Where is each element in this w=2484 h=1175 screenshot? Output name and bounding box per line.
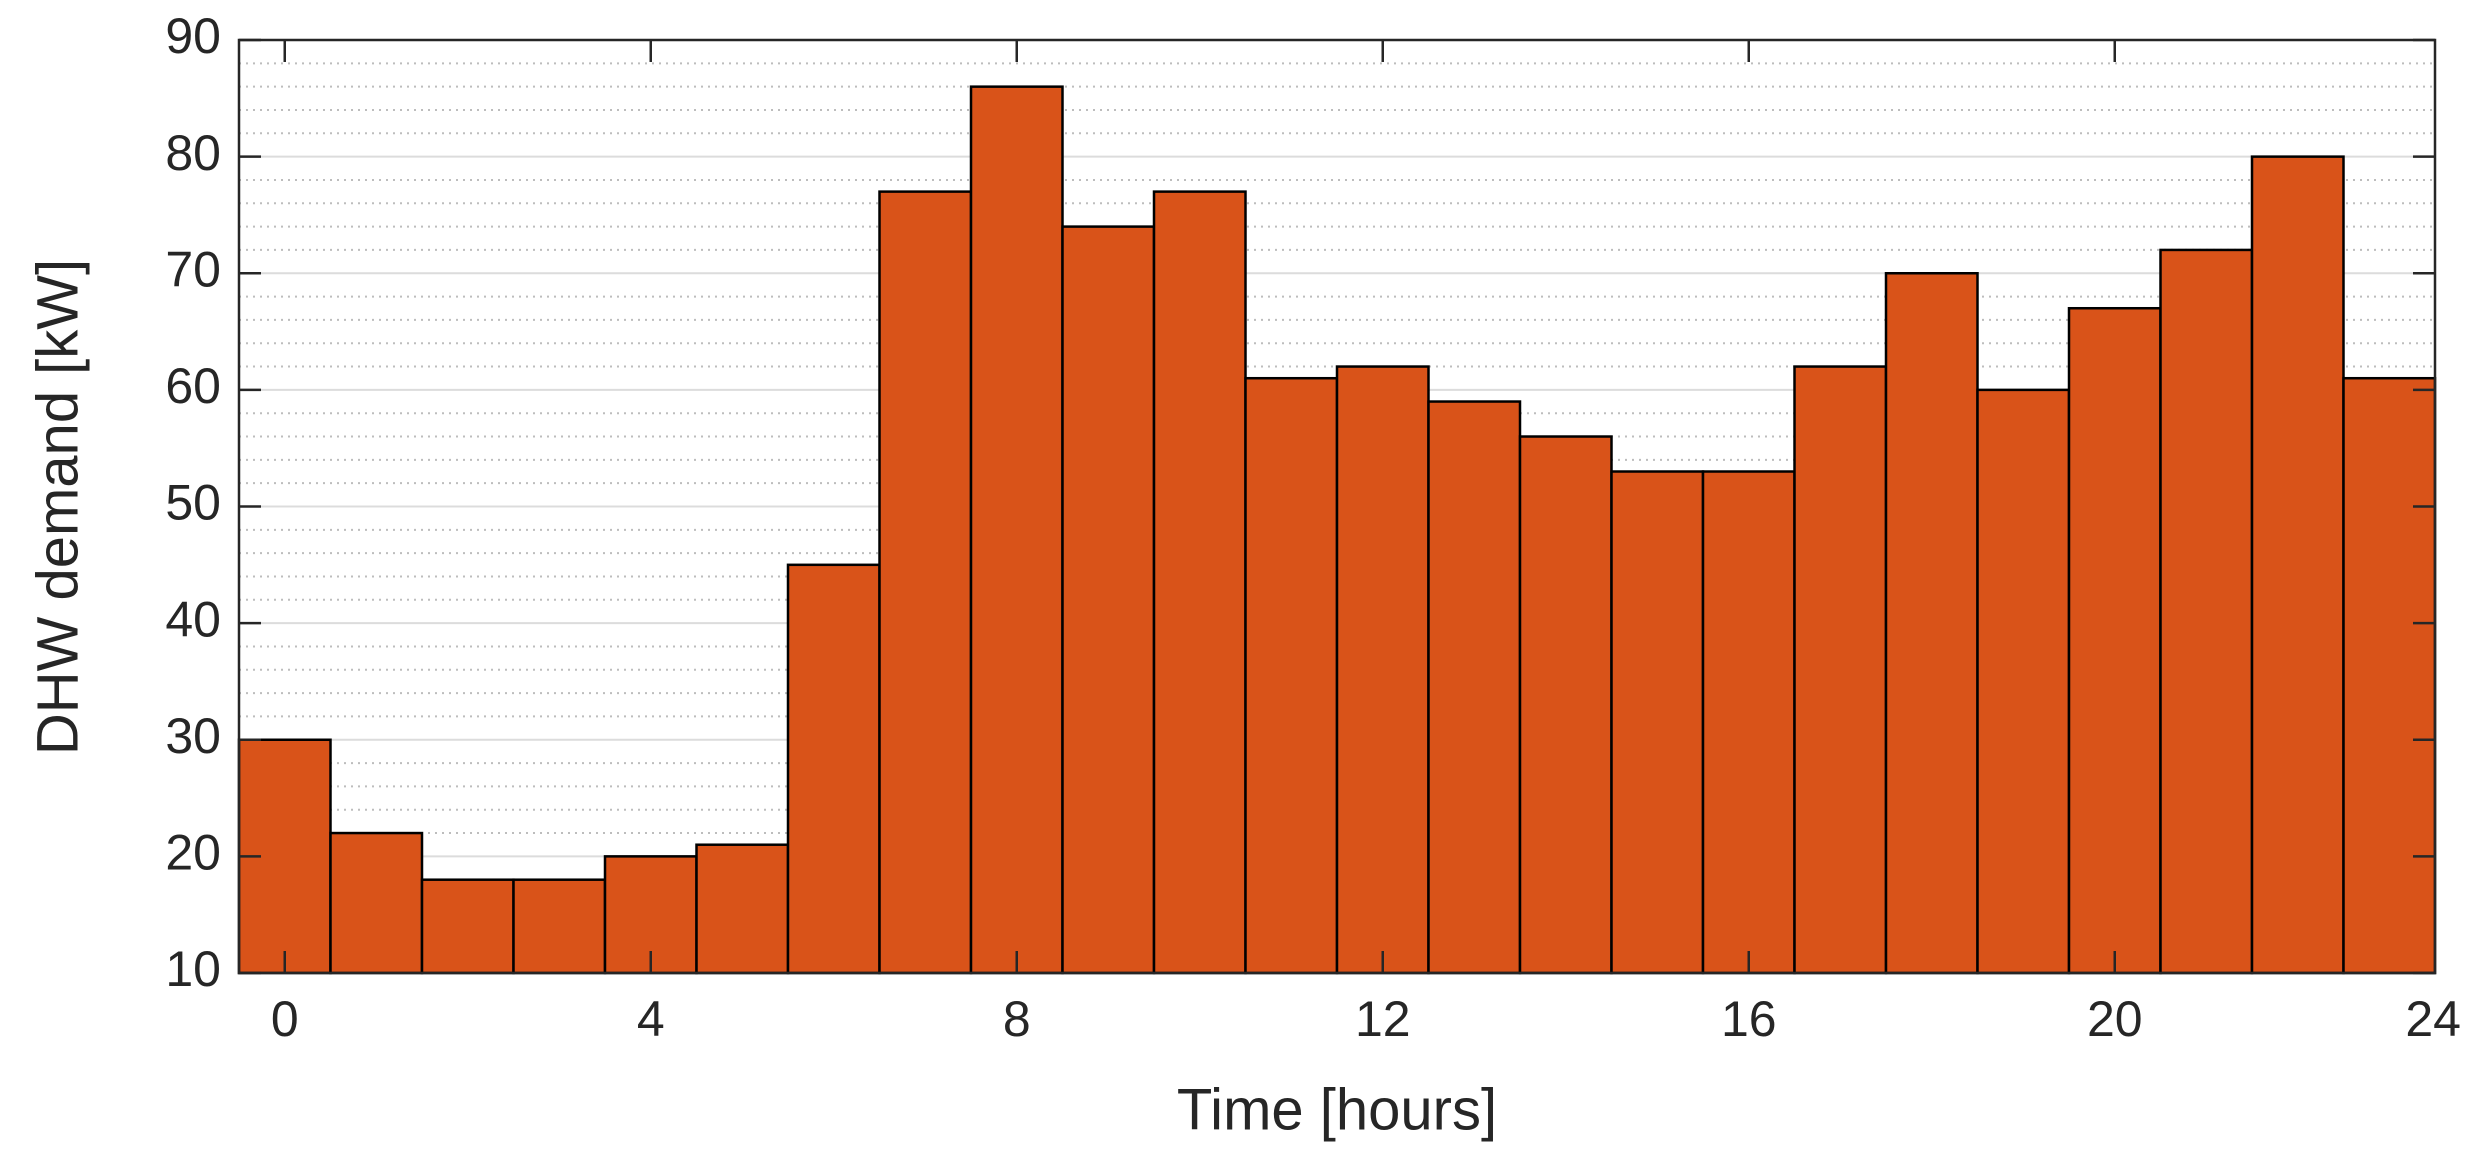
- y-tick-label: 10: [165, 941, 221, 997]
- bar: [2159, 248, 2254, 975]
- bar: [1976, 388, 2071, 975]
- y-tick-label: 80: [165, 125, 221, 181]
- bar: [1610, 470, 1705, 975]
- x-tick-label: 12: [1355, 991, 1411, 1047]
- y-tick-label: 60: [165, 358, 221, 414]
- y-tick-label: 40: [165, 591, 221, 647]
- y-axis-label: DHW demand [kW]: [25, 259, 90, 755]
- y-tick-label: 20: [165, 825, 221, 881]
- bar: [695, 843, 790, 975]
- bar: [1518, 435, 1613, 975]
- bar: [1793, 365, 1888, 975]
- bar: [1427, 400, 1522, 975]
- x-axis-label: Time [hours]: [1177, 1077, 1497, 1142]
- bar: [1884, 272, 1979, 975]
- bar: [1152, 190, 1247, 975]
- bar: [1335, 365, 1430, 975]
- x-tick-label: 8: [1003, 991, 1031, 1047]
- bar: [512, 878, 607, 975]
- y-tick-label: 90: [165, 8, 221, 64]
- x-tick-label: 4: [637, 991, 665, 1047]
- bar: [786, 563, 881, 975]
- y-tick-label: 50: [165, 475, 221, 531]
- y-tick-label: 70: [165, 241, 221, 297]
- bar: [2067, 306, 2162, 975]
- bar: [878, 190, 973, 975]
- bar: [420, 878, 515, 975]
- x-tick-label: 16: [1721, 991, 1777, 1047]
- bar: [1244, 376, 1339, 975]
- bar: [1061, 225, 1156, 975]
- bar: [329, 831, 424, 975]
- x-tick-label: 24: [2405, 991, 2461, 1047]
- bar: [2250, 155, 2345, 975]
- x-tick-label: 0: [271, 991, 299, 1047]
- bar: [969, 85, 1064, 975]
- bar: [2342, 376, 2437, 975]
- y-tick-label: 30: [165, 708, 221, 764]
- bar: [1701, 470, 1796, 975]
- x-tick-label: 20: [2087, 991, 2143, 1047]
